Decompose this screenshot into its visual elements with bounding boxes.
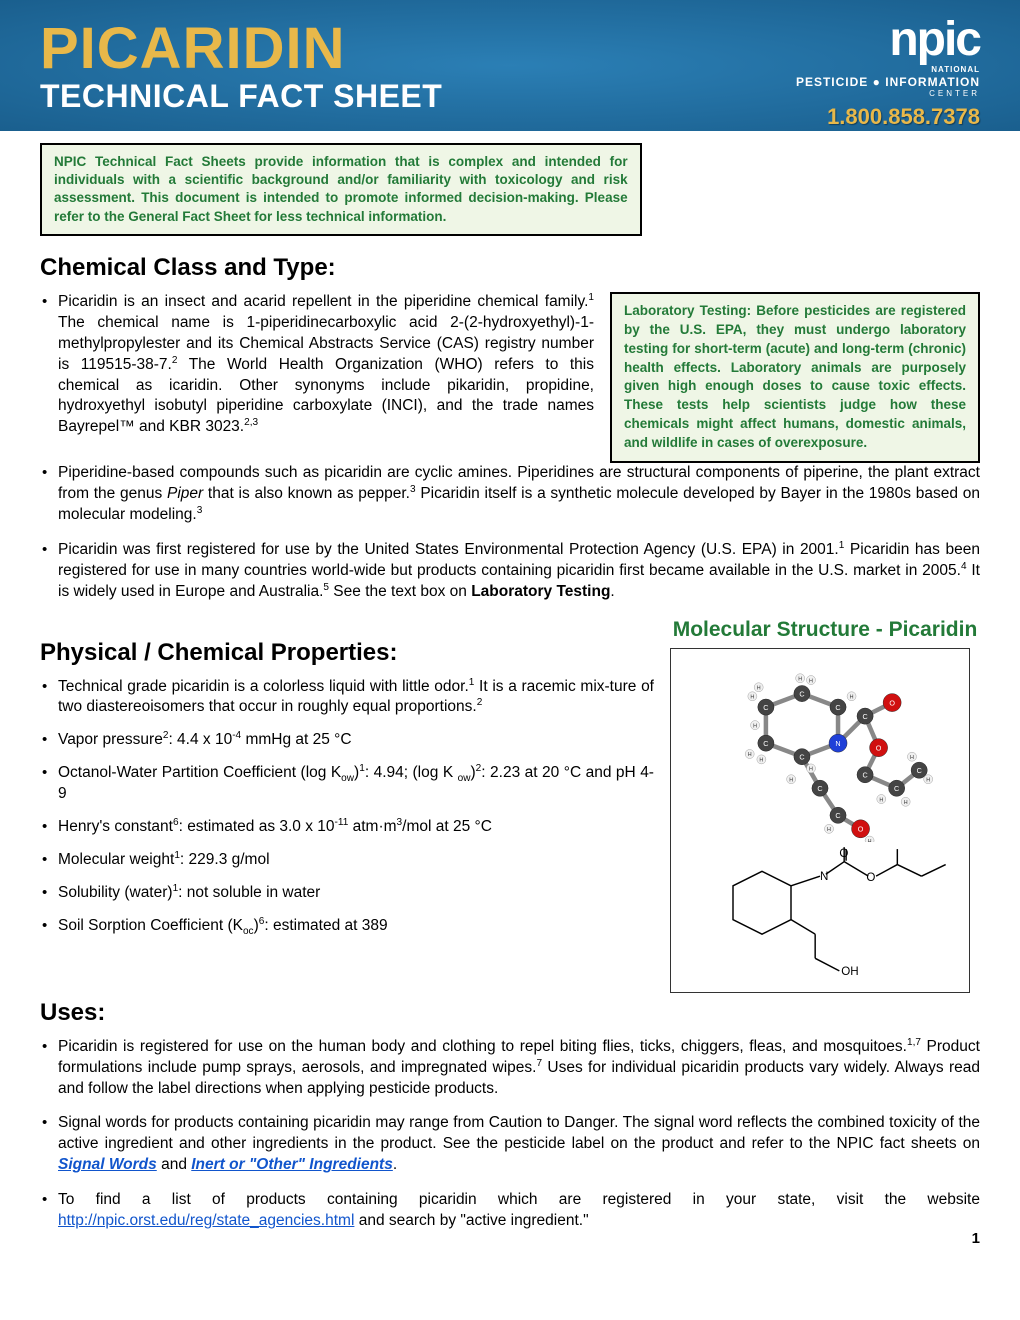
class-item: Picaridin was first registered for use b… — [40, 540, 980, 603]
molecule-2d: N O O OH — [675, 842, 965, 988]
molecule-3d: CCCNCCCOOCCCCCOHHHHHHHHHHHHHHHH — [675, 653, 965, 842]
svg-text:C: C — [894, 784, 899, 793]
svg-text:H: H — [879, 797, 883, 803]
svg-text:C: C — [799, 689, 804, 698]
uses-item: Picaridin is registered for use on the h… — [40, 1037, 980, 1100]
class-item: Piperidine-based compounds such as picar… — [40, 463, 980, 526]
svg-text:C: C — [862, 712, 867, 721]
svg-text:H: H — [757, 685, 761, 691]
svg-text:C: C — [799, 752, 804, 761]
svg-text:H: H — [904, 800, 908, 806]
section-uses: Uses: — [40, 999, 980, 1027]
lab-testing-box: Laboratory Testing: Before pesticides ar… — [610, 292, 980, 463]
svg-text:H: H — [753, 723, 757, 729]
molecule-diagram: CCCNCCCOOCCCCCOHHHHHHHHHHHHHHHH N O O — [670, 648, 970, 993]
class-item: Picaridin is an insect and acarid repell… — [40, 292, 594, 438]
svg-text:H: H — [798, 676, 802, 682]
section-physchem: Physical / Chemical Properties: — [40, 639, 654, 667]
prop-item: Soil Sorption Coefficient (Koc)6: estima… — [40, 916, 654, 937]
section-chemical-class: Chemical Class and Type: — [40, 254, 980, 282]
svg-text:C: C — [763, 739, 768, 748]
svg-text:O: O — [858, 824, 864, 833]
svg-text:O: O — [876, 743, 882, 752]
svg-text:O: O — [889, 698, 895, 707]
header-banner: PICARIDIN TECHNICAL FACT SHEET npic NATI… — [0, 0, 1020, 131]
svg-text:N: N — [835, 739, 840, 748]
svg-text:H: H — [809, 766, 813, 772]
svg-text:H: H — [759, 757, 763, 763]
svg-text:H: H — [789, 777, 793, 783]
prop-item: Henry's constant6: estimated as 3.0 x 10… — [40, 817, 654, 838]
svg-text:C: C — [862, 770, 867, 779]
svg-text:H: H — [910, 755, 914, 761]
notice-box: NPIC Technical Fact Sheets provide infor… — [40, 143, 642, 236]
svg-text:C: C — [917, 766, 922, 775]
svg-text:H: H — [850, 694, 854, 700]
svg-text:C: C — [835, 703, 840, 712]
svg-text:H: H — [926, 777, 930, 783]
svg-text:O: O — [866, 871, 875, 884]
prop-item: Molecular weight1: 229.3 g/mol — [40, 850, 654, 871]
svg-text:H: H — [827, 827, 831, 833]
page-content: NPIC Technical Fact Sheets provide infor… — [0, 131, 1020, 1267]
prop-item: Technical grade picaridin is a colorless… — [40, 677, 654, 719]
prop-item: Octanol-Water Partition Coefficient (log… — [40, 763, 654, 805]
svg-text:C: C — [835, 811, 840, 820]
svg-text:H: H — [750, 694, 754, 700]
svg-text:OH: OH — [841, 965, 858, 978]
page-number: 1 — [40, 1230, 980, 1247]
uses-item: Signal words for products containing pic… — [40, 1113, 980, 1176]
phone-number: 1.800.858.7378 — [796, 104, 980, 130]
uses-item: To find a list of products containing pi… — [40, 1190, 980, 1232]
npic-logo: npic NATIONAL PESTICIDE ● INFORMATION CE… — [796, 18, 980, 130]
svg-text:H: H — [809, 678, 813, 684]
svg-text:C: C — [817, 784, 822, 793]
svg-text:H: H — [748, 752, 752, 758]
svg-text:N: N — [820, 870, 828, 883]
svg-text:C: C — [763, 703, 768, 712]
molecule-title: Molecular Structure - Picaridin — [670, 617, 980, 642]
prop-item: Vapor pressure2: 4.4 x 10-4 mmHg at 25 °… — [40, 730, 654, 751]
prop-item: Solubility (water)1: not soluble in wate… — [40, 883, 654, 904]
svg-text:O: O — [839, 847, 848, 860]
